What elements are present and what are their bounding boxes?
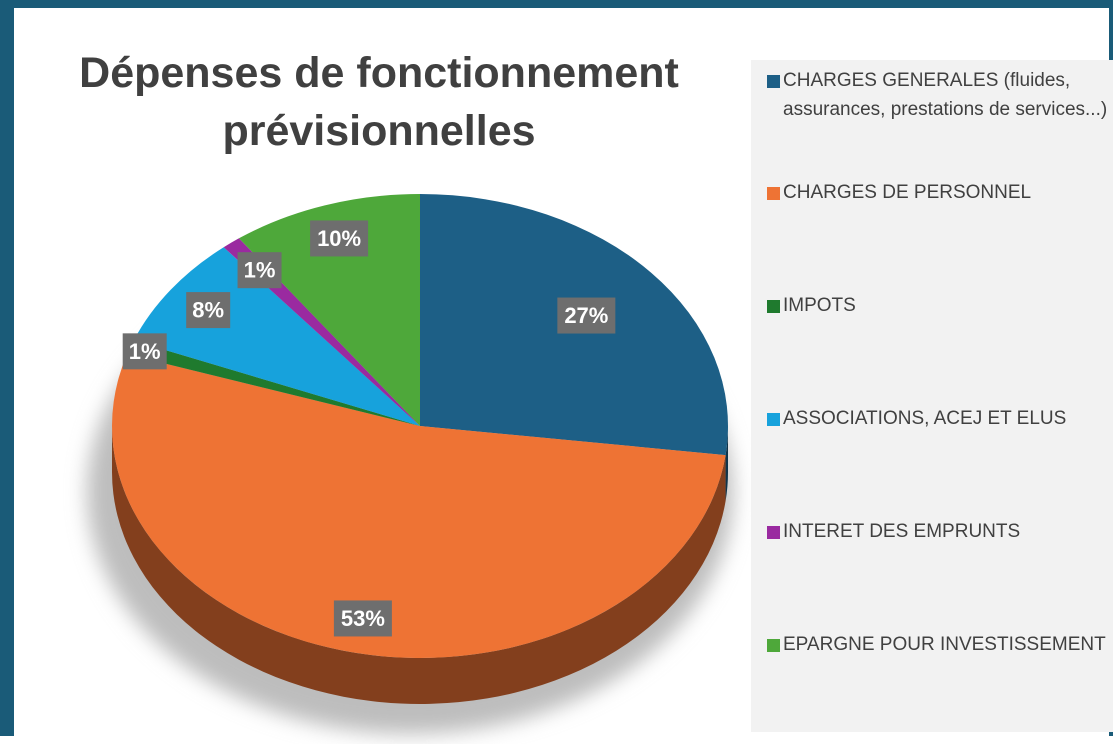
slice — [127, 340, 421, 426]
legend-label: CHARGES DE PERSONNEL — [783, 182, 1032, 203]
legend-label: CHARGES GENERALES (fluides, assurances, … — [783, 70, 1108, 120]
legend-swatch — [767, 300, 780, 313]
legend-swatch — [767, 75, 780, 88]
legend-entry: IMPOTS — [763, 291, 1113, 320]
chart-title: Dépenses de fonctionnement prévisionnell… — [79, 49, 679, 155]
data-label-box — [237, 252, 282, 289]
data-label: 53% — [341, 606, 385, 631]
legend-label: INTERET DES EMPRUNTS — [783, 521, 1021, 542]
chart: 27% 53% 1% 8% 1% 10% — [87, 194, 733, 734]
slice — [238, 194, 420, 426]
legend: CHARGES GENERALES (fluides, assurances, … — [751, 60, 1113, 732]
data-label-box — [310, 220, 369, 257]
data-label-box — [186, 292, 231, 329]
legend-label: IMPOTS — [783, 295, 856, 316]
legend-swatch — [767, 639, 780, 652]
legend-label: ASSOCIATIONS, ACEJ ET ELUS — [783, 408, 1067, 429]
legend-swatch — [767, 413, 780, 426]
data-label: 8% — [192, 298, 224, 323]
legend-swatch — [767, 526, 780, 539]
legend-entry: CHARGES GENERALES (fluides, assurances, … — [763, 66, 1113, 124]
legend-label: EPARGNE POUR INVESTISSEMENT — [783, 634, 1106, 655]
data-label-box — [557, 297, 616, 334]
legend-entry: ASSOCIATIONS, ACEJ ET ELUS — [763, 404, 1113, 433]
data-label: 1% — [129, 339, 161, 364]
slice-side — [112, 426, 726, 705]
data-label-box — [333, 600, 392, 637]
slice-side — [725, 426, 728, 502]
legend-entry: EPARGNE POUR INVESTISSEMENT — [763, 630, 1113, 659]
slice — [133, 247, 420, 426]
legend-entry: INTERET DES EMPRUNTS — [763, 517, 1113, 546]
legend-swatch — [767, 187, 780, 200]
data-label-box — [122, 333, 167, 370]
data-label: 27% — [564, 303, 608, 328]
slice — [111, 354, 726, 658]
data-label: 10% — [317, 226, 361, 251]
legend-entry: CHARGES DE PERSONNEL — [763, 178, 1113, 207]
data-label: 1% — [244, 258, 276, 283]
